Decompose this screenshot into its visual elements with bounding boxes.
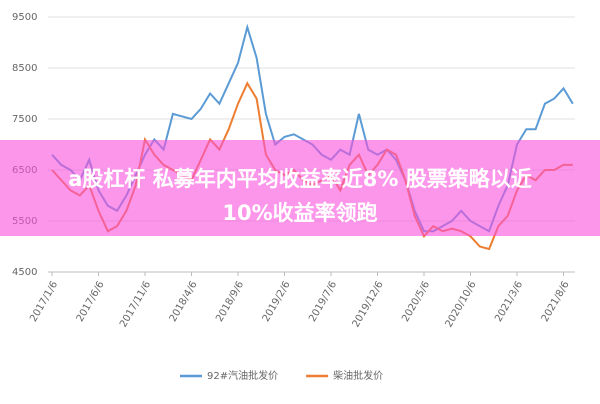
x-tick-label: 2017/1/6: [28, 280, 60, 324]
overlay-banner: [0, 140, 600, 236]
x-tick-label: 2021/3/6: [493, 280, 525, 324]
x-tick-label: 2017/6/6: [75, 280, 107, 324]
y-tick-label: 4500: [12, 267, 37, 278]
x-tick-label: 2018/4/6: [168, 280, 200, 324]
x-tick-label: 2019/12/6: [351, 280, 386, 330]
x-tick-label: 2017/11/6: [118, 280, 153, 330]
y-tick-label: 7500: [12, 114, 37, 125]
legend-label: 92#汽油批发价: [207, 369, 278, 382]
y-tick-label: 9500: [12, 12, 37, 23]
legend-label: 柴油批发价: [333, 369, 383, 382]
x-tick-label: 2020/10/6: [444, 280, 479, 330]
x-tick-label: 2021/8/6: [540, 280, 572, 324]
x-tick-label: 2019/7/6: [307, 280, 339, 324]
y-tick-label: 8500: [12, 63, 37, 74]
x-tick-label: 2020/5/6: [400, 280, 432, 324]
overlay-title: a股杠杆 私募年内平均收益率近8% 股票策略以近: [68, 167, 531, 191]
x-tick-label: 2018/9/6: [214, 280, 246, 324]
overlay-title: 10%收益率领跑: [222, 201, 377, 225]
x-tick-label: 2019/2/6: [261, 280, 293, 324]
